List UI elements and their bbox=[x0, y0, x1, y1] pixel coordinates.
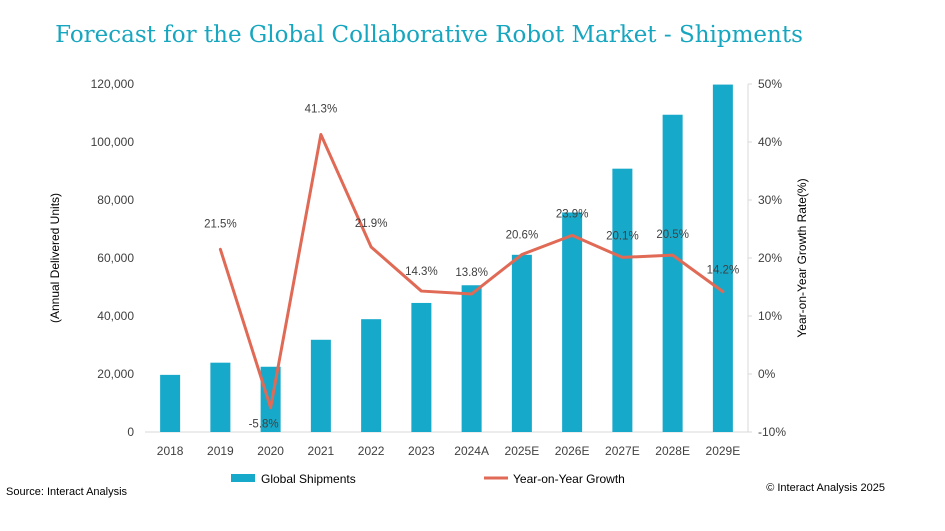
y-right-tick-label: 0% bbox=[758, 367, 776, 381]
y-right-tick-label: 50% bbox=[758, 77, 782, 91]
x-tick-label: 2023 bbox=[408, 444, 435, 458]
y-right-tick-label: 30% bbox=[758, 193, 782, 207]
y-right-tick-label: -10% bbox=[758, 425, 786, 439]
bar-global-shipments bbox=[361, 319, 382, 432]
x-tick-label: 2021 bbox=[308, 444, 335, 458]
y-right-axis-title: Year-on-Year Growth Rate(%) bbox=[795, 178, 809, 337]
x-tick-label: 2025E bbox=[505, 444, 540, 458]
x-tick-label: 2027E bbox=[605, 444, 640, 458]
bar-global-shipments bbox=[210, 362, 231, 432]
bar-global-shipments bbox=[411, 302, 432, 432]
y-left-tick-label: 0 bbox=[127, 425, 134, 439]
growth-data-label: -5.8% bbox=[249, 419, 279, 431]
legend-label-line: Year-on-Year Growth bbox=[513, 472, 625, 486]
copyright-note: © Interact Analysis 2025 bbox=[766, 482, 885, 494]
bar-global-shipments bbox=[160, 374, 181, 432]
growth-data-label: 20.6% bbox=[506, 230, 539, 242]
growth-data-label: 14.2% bbox=[707, 265, 740, 277]
growth-data-label: 13.8% bbox=[455, 267, 488, 279]
y-left-tick-label: 40,000 bbox=[97, 309, 134, 323]
x-tick-label: 2019 bbox=[207, 444, 234, 458]
growth-data-label: 21.9% bbox=[355, 218, 388, 230]
bar-global-shipments bbox=[461, 285, 482, 432]
x-tick-label: 2022 bbox=[358, 444, 385, 458]
bar-global-shipments bbox=[310, 339, 331, 432]
x-tick-label: 2029E bbox=[706, 444, 741, 458]
x-tick-label: 2026E bbox=[555, 444, 590, 458]
bar-global-shipments bbox=[511, 254, 532, 432]
growth-data-label: 14.3% bbox=[405, 266, 438, 278]
y-left-tick-label: 80,000 bbox=[97, 193, 134, 207]
bar-global-shipments bbox=[662, 114, 683, 433]
x-tick-label: 2024A bbox=[454, 444, 489, 458]
legend-label-bar: Global Shipments bbox=[261, 472, 356, 486]
x-tick-label: 2018 bbox=[157, 444, 184, 458]
y-right-tick-label: 20% bbox=[758, 251, 782, 265]
x-tick-label: 2028E bbox=[655, 444, 690, 458]
growth-data-label: 20.5% bbox=[656, 229, 689, 241]
bar-global-shipments bbox=[562, 212, 583, 432]
y-left-tick-label: 60,000 bbox=[97, 251, 134, 265]
x-tick-label: 2020 bbox=[257, 444, 284, 458]
y-left-tick-label: 100,000 bbox=[91, 135, 135, 149]
growth-line bbox=[218, 132, 725, 410]
y-right-tick-label: 40% bbox=[758, 135, 782, 149]
source-note: Source: Interact Analysis bbox=[6, 486, 128, 498]
chart-title: Forecast for the Global Collaborative Ro… bbox=[55, 22, 803, 48]
growth-data-label: 20.1% bbox=[606, 230, 639, 242]
legend-swatch-bar bbox=[231, 474, 255, 482]
y-left-axis-title: (Annual Delivered Units) bbox=[48, 193, 62, 323]
y-left-tick-label: 120,000 bbox=[91, 77, 135, 91]
growth-data-label: 41.3% bbox=[305, 103, 338, 115]
growth-data-label: 21.5% bbox=[204, 218, 237, 230]
y-left-tick-label: 20,000 bbox=[97, 367, 134, 381]
bar-global-shipments bbox=[612, 168, 633, 432]
bar-global-shipments bbox=[712, 84, 733, 432]
growth-data-label: 23.9% bbox=[556, 208, 589, 220]
y-right-tick-label: 10% bbox=[758, 309, 782, 323]
